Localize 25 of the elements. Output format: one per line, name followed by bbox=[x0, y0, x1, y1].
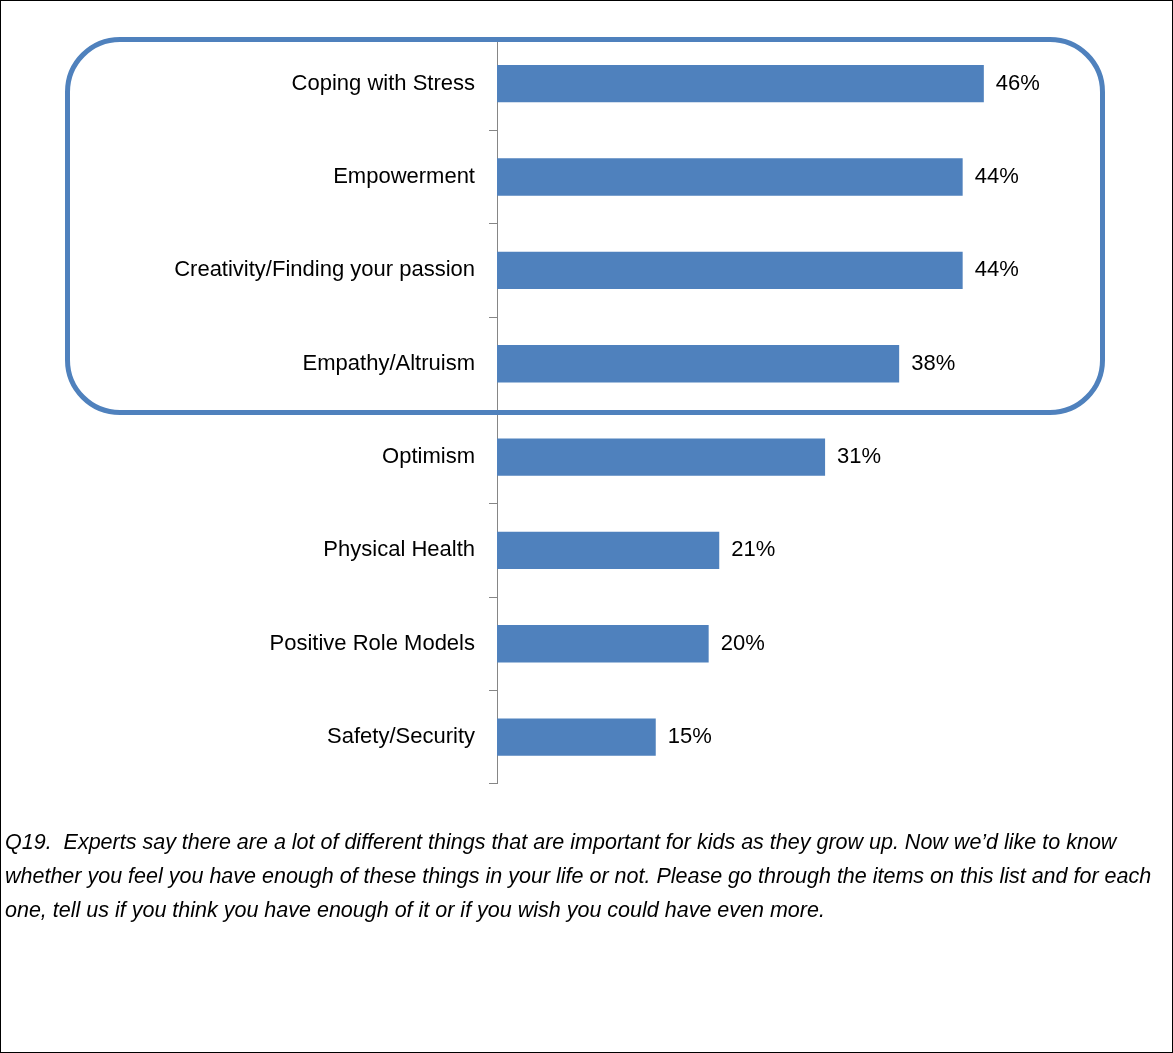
bar bbox=[497, 438, 826, 476]
bar bbox=[497, 531, 720, 570]
bar bbox=[497, 718, 656, 756]
data-label: 21% bbox=[731, 536, 776, 562]
data-label: 46% bbox=[995, 69, 1040, 95]
data-label: 44% bbox=[974, 163, 1019, 189]
y-tick-label: Safety/Security bbox=[327, 723, 475, 749]
data-label: 15% bbox=[667, 723, 712, 749]
data-label: 31% bbox=[837, 443, 882, 469]
bar bbox=[497, 345, 900, 383]
bar bbox=[497, 65, 984, 103]
text: Q19. Experts say there are a lot of different things that are important for kids as they grow up. Now we’d like to know whether you feel you have enough of these things in your life or not. Please go through the items on this list and for each one, tell us if you think you have enough of it or if you wish you could have even more. bbox=[5, 829, 1153, 924]
y-tick-label: Coping with Stress bbox=[291, 69, 475, 95]
data-label: 20% bbox=[720, 629, 765, 655]
bar bbox=[497, 625, 709, 663]
y-tick-label: Positive Role Models bbox=[269, 629, 475, 655]
bar bbox=[497, 158, 963, 196]
bar bbox=[497, 251, 963, 290]
y-tick-label: Empathy/Altruism bbox=[302, 349, 475, 375]
y-tick-label: Physical Health bbox=[323, 536, 475, 562]
data-label: 44% bbox=[974, 256, 1019, 282]
data-label: 38% bbox=[911, 349, 956, 375]
y-tick-label: Creativity/Finding your passion bbox=[174, 256, 475, 282]
y-tick-label: Optimism bbox=[382, 443, 475, 469]
y-tick-label: Empowerment bbox=[333, 163, 475, 189]
